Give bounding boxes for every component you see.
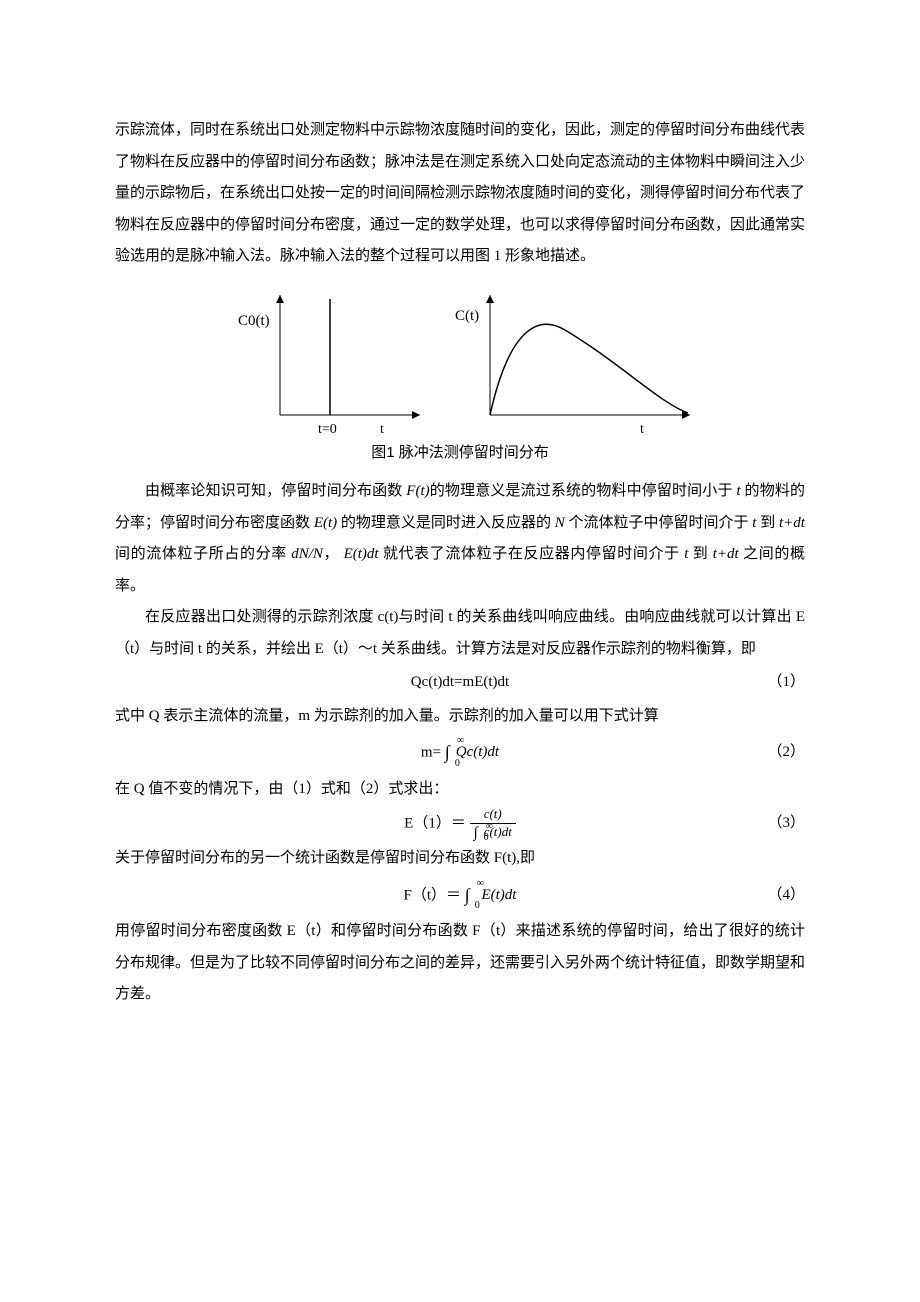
integral-symbol: ∫∞0 (465, 877, 470, 915)
right-ylabel: C(t) (455, 308, 479, 324)
var-N: N (555, 515, 569, 531)
var-Ft: F(t) (406, 483, 429, 499)
eq4-upper: ∞ (477, 873, 484, 894)
var-t1: t (736, 483, 744, 499)
left-ylabel: C0(t) (238, 313, 270, 329)
integral-symbol: ∫∞0 (445, 734, 450, 772)
var-dNN: dN/N (291, 546, 323, 562)
equation-3: E（1）＝ c(t) ∫∞0c(t)dt （3） (115, 807, 805, 841)
equation-2: m= ∫∞0Qc(t)dt （2） (115, 734, 805, 772)
var-t3: t (684, 546, 693, 562)
p2-t5: 到 (760, 515, 779, 531)
right-xlabel-t: t (640, 422, 644, 435)
pulse-method-diagram: C0(t) t=0 t C(t) t (220, 285, 700, 435)
var-tdt2: t+dt (713, 546, 743, 562)
paragraph-5: 在 Q 值不变的情况下，由（1）式和（2）式求出： (115, 774, 805, 806)
paragraph-3: 在反应器出口处测得的示踪剂浓度 c(t)与时间 t 的关系曲线叫响应曲线。由响应… (115, 602, 805, 665)
eq1-num: （1） (767, 667, 805, 699)
p2-text: 由概率论知识可知，停留时间分布函数 (145, 483, 406, 499)
eq3-num: （3） (767, 808, 805, 840)
p2-t9: 到 (693, 546, 713, 562)
figure-1: C0(t) t=0 t C(t) t 图1 脉冲法测停留时间分布 (220, 285, 700, 469)
eq4-lhs: F（t）＝ (404, 887, 465, 903)
eq2-lhs: m= (421, 744, 445, 760)
eq4-num: （4） (767, 880, 805, 912)
p2-t3: 的物理意义是同时进入反应器的 (341, 515, 555, 531)
eq3-den-lower: 0 (484, 832, 489, 843)
left-xlabel-t0: t=0 (318, 422, 337, 435)
left-plot: C0(t) t=0 t (238, 295, 420, 435)
left-xlabel-t: t (380, 422, 384, 435)
eq2-upper: ∞ (457, 730, 464, 751)
var-Et: E(t) (314, 515, 341, 531)
p2-t8: 就代表了流体粒子在反应器内停留时间介于 (383, 546, 684, 562)
eq2-lower: 0 (455, 753, 460, 774)
eq4-body: F（t）＝ ∫∞0 E(t)dt (404, 877, 517, 915)
eq4-lower: 0 (475, 895, 480, 916)
p2-t6: 间的流体粒子所占的分率 (115, 546, 291, 562)
eq3-den-upper: ∞ (486, 821, 493, 832)
eq3-denominator: ∫∞0c(t)dt (470, 824, 516, 842)
eq3-lhs: E（1）＝ (404, 816, 469, 832)
paragraph-2: 由概率论知识可知，停留时间分布函数 F(t)的物理意义是流过系统的物料中停留时间… (115, 476, 805, 602)
equation-1: Qc(t)dt=mE(t)dt （1） (115, 667, 805, 699)
eq3-body: E（1）＝ c(t) ∫∞0c(t)dt (404, 807, 516, 841)
eq2-num: （2） (767, 737, 805, 769)
document-page: 示踪流体，同时在系统出口处测定物料中示踪物浓度随时间的变化，因此，测定的停留时间… (0, 0, 920, 1071)
var-tdt1: t+dt (779, 515, 805, 531)
equation-4: F（t）＝ ∫∞0 E(t)dt （4） (115, 877, 805, 915)
paragraph-4: 式中 Q 表示主流体的流量，m 为示踪剂的加入量。示踪剂的加入量可以用下式计算 (115, 701, 805, 733)
p2-t4: 个流体粒子中停留时间介于 (568, 515, 752, 531)
figure-caption: 图1 脉冲法测停留时间分布 (220, 437, 700, 469)
var-Etdt: E(t)dt (344, 546, 383, 562)
p2-t7: ， (323, 546, 344, 562)
right-plot: C(t) t (455, 295, 690, 435)
paragraph-6: 关于停留时间分布的另一个统计函数是停留时间分布函数 F(t),即 (115, 843, 805, 875)
p2-t: 的物理意义是流过系统的物料中停留时间小于 (430, 483, 737, 499)
paragraph-7: 用停留时间分布密度函数 E（t）和停留时间分布函数 F（t）来描述系统的停留时间… (115, 916, 805, 1011)
paragraph-1: 示踪流体，同时在系统出口处测定物料中示踪物浓度随时间的变化，因此，测定的停留时间… (115, 115, 805, 273)
eq3-fraction: c(t) ∫∞0c(t)dt (470, 807, 516, 841)
eq2-body: m= ∫∞0Qc(t)dt (421, 734, 499, 772)
eq1-body: Qc(t)dt=mE(t)dt (411, 667, 509, 699)
